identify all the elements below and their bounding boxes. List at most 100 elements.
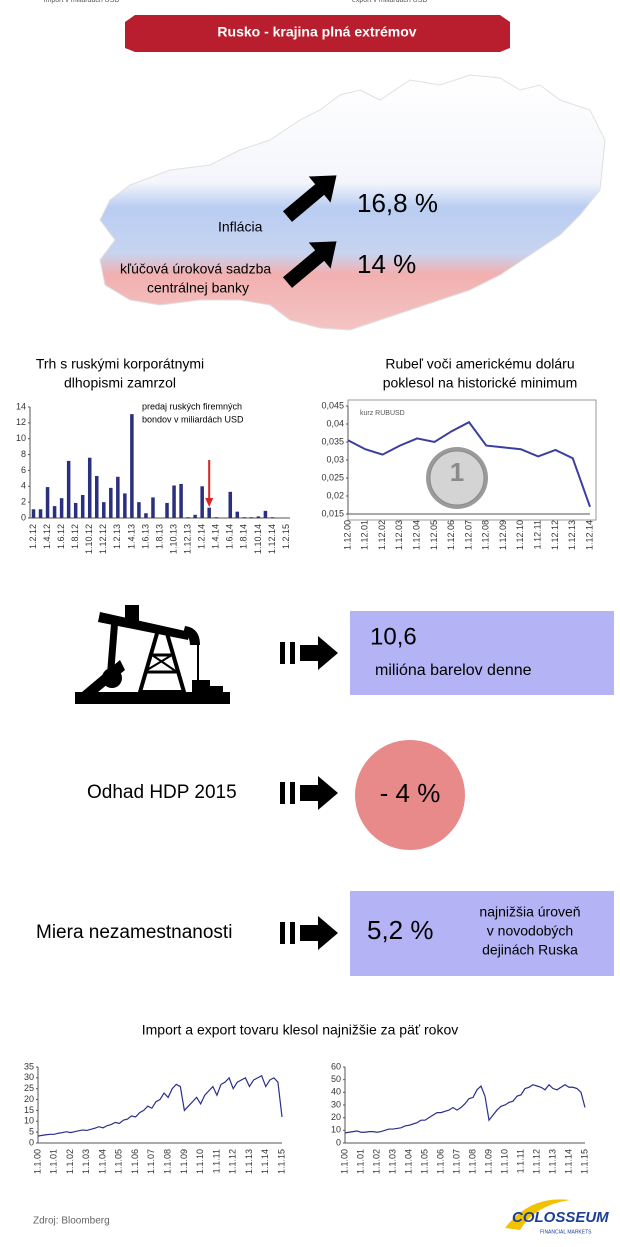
y-tick-label: 14 xyxy=(16,401,26,411)
y-tick-label: 6 xyxy=(21,465,26,475)
oil-unit: milióna barelov denne xyxy=(375,662,532,679)
x-tick-label: 1.12.07 xyxy=(463,520,473,550)
x-tick-label: 1.1.10 xyxy=(195,1149,205,1174)
x-tick-label: 1.1.03 xyxy=(81,1149,91,1174)
x-tick-label: 1.8.12 xyxy=(70,524,80,549)
y-tick-label: 50 xyxy=(331,1074,341,1084)
bar xyxy=(38,509,43,518)
y-tick-label: 10 xyxy=(24,1116,34,1126)
y-tick-label: 30 xyxy=(24,1072,34,1082)
x-tick-label: 1.4.13 xyxy=(126,524,136,549)
x-tick-label: 1.12.14 xyxy=(584,520,594,550)
logo: COLOSSEUM xyxy=(512,1209,609,1226)
oil-value: 10,6 xyxy=(370,623,417,650)
chart-annotation: import v miliardách USD xyxy=(44,0,119,4)
bar xyxy=(109,487,113,518)
x-tick-label: 1.1.05 xyxy=(114,1149,124,1174)
x-tick-label: 1.12.09 xyxy=(498,520,508,550)
x-tick-label: 1.2.15 xyxy=(281,524,291,549)
x-tick-label: 1.1.14 xyxy=(260,1149,270,1174)
chart-annotation: bondov v miliardách USD xyxy=(142,414,244,424)
bar xyxy=(31,509,36,518)
x-tick-label: 1.1.13 xyxy=(244,1149,254,1174)
bar xyxy=(263,510,268,518)
bar xyxy=(73,502,78,518)
x-tick-label: 1.1.06 xyxy=(130,1149,140,1174)
x-tick-label: 1.1.04 xyxy=(403,1149,413,1174)
y-tick-label: 60 xyxy=(331,1061,341,1071)
x-tick-label: 1.12.01 xyxy=(360,520,370,550)
bar xyxy=(95,475,99,518)
arrow-up xyxy=(282,241,337,288)
bar xyxy=(242,517,247,518)
x-tick-label: 1.12.04 xyxy=(412,520,422,550)
x-tick-label: 1.4.14 xyxy=(211,524,221,549)
bar xyxy=(200,486,204,518)
x-tick-label: 1.12.00 xyxy=(342,520,352,550)
x-tick-label: 1.1.02 xyxy=(371,1149,381,1174)
x-tick-label: 1.12.03 xyxy=(394,520,404,550)
unemployment-note: najnižšia úroveň xyxy=(479,904,580,920)
bar xyxy=(214,517,218,518)
rate-value: 14 % xyxy=(357,249,416,279)
bar xyxy=(66,460,71,518)
gdp-value: - 4 % xyxy=(380,778,441,808)
x-tick-label: 1.1.11 xyxy=(211,1149,221,1173)
y-tick-label: 0 xyxy=(21,512,26,522)
header-ribbon xyxy=(125,15,510,52)
oil-pump-icon xyxy=(75,605,230,704)
bar xyxy=(102,502,106,518)
x-tick-label: 1.1.05 xyxy=(419,1149,429,1174)
y-tick-label: 5 xyxy=(29,1127,34,1137)
svg-text:1: 1 xyxy=(450,457,464,487)
x-tick-label: 1.1.10 xyxy=(499,1149,509,1174)
x-tick-label: 1.1.02 xyxy=(65,1149,75,1174)
x-tick-label: 1.1.09 xyxy=(483,1149,493,1174)
x-tick-label: 1.12.11 xyxy=(533,520,543,549)
y-tick-label: 0 xyxy=(336,1137,341,1147)
x-tick-label: 1.1.11 xyxy=(515,1149,525,1173)
x-tick-label: 1.12.05 xyxy=(429,520,439,550)
bar xyxy=(59,498,64,518)
y-tick-label: 0,02 xyxy=(326,490,344,500)
unemployment-note: dejinách Ruska xyxy=(482,942,578,958)
rate-label: centrálnej banky xyxy=(147,280,249,296)
chart-annotation: predaj ruských firemných xyxy=(142,401,242,411)
y-tick-label: 8 xyxy=(21,449,26,459)
x-tick-label: 1.10.13 xyxy=(168,524,178,554)
x-tick-label: 1.1.15 xyxy=(276,1149,286,1174)
russia-map xyxy=(99,74,606,331)
x-tick-label: 1.10.12 xyxy=(84,524,94,554)
chart-title: poklesol na historické minimum xyxy=(383,375,578,391)
y-tick-label: 4 xyxy=(21,481,26,491)
x-tick-label: 1.12.10 xyxy=(515,520,525,550)
chart-annotation: export v miliardách USD xyxy=(352,0,427,4)
bar xyxy=(186,517,190,518)
x-tick-label: 1.1.07 xyxy=(451,1149,461,1174)
bar xyxy=(270,517,275,518)
gdp-circle xyxy=(355,740,465,850)
bar xyxy=(45,487,50,518)
line-series xyxy=(347,420,591,508)
x-tick-label: 1.12.06 xyxy=(446,520,456,550)
header-title: Rusko - krajina plná extrémov xyxy=(217,24,416,40)
y-tick-label: 0,015 xyxy=(321,508,344,518)
bar xyxy=(52,506,57,518)
x-tick-label: 1.8.13 xyxy=(154,524,164,549)
bar xyxy=(165,502,169,518)
x-tick-label: 1.6.14 xyxy=(225,524,235,549)
y-tick-label: 40 xyxy=(331,1087,341,1097)
x-tick-label: 1.12.12 xyxy=(98,524,108,554)
x-tick-label: 1.1.12 xyxy=(228,1149,238,1174)
x-tick-label: 1.1.00 xyxy=(32,1149,42,1174)
x-tick-label: 1.6.12 xyxy=(56,524,66,549)
x-tick-label: 1.12.02 xyxy=(377,520,387,550)
y-tick-label: 25 xyxy=(24,1083,34,1093)
x-tick-label: 1.1.03 xyxy=(387,1149,397,1174)
bar xyxy=(151,497,155,518)
x-tick-label: 1.12.08 xyxy=(481,520,491,550)
inflation-value: 16,8 % xyxy=(357,188,438,218)
y-tick-label: 35 xyxy=(24,1061,34,1071)
x-tick-label: 1.12.12 xyxy=(550,520,560,550)
